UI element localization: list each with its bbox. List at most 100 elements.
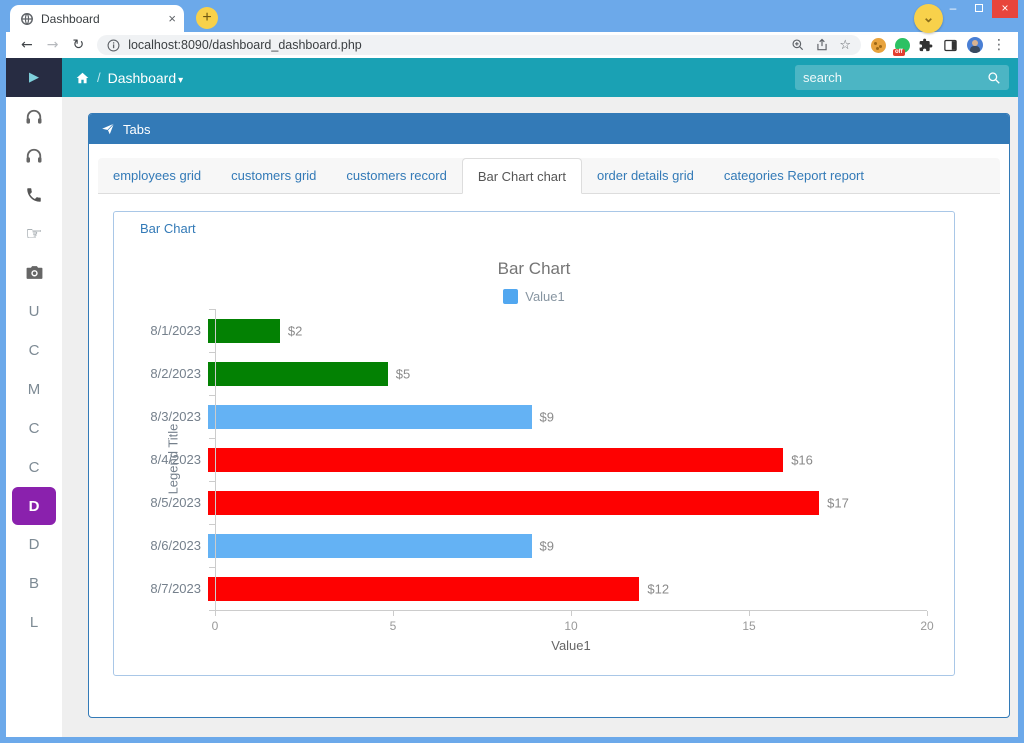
sidebar-item-headphones-icon[interactable] bbox=[6, 136, 62, 175]
sidebar-item-headphones-icon[interactable] bbox=[6, 97, 62, 136]
tab-customers-record[interactable]: customers record bbox=[346, 168, 447, 183]
sidebar-toggle-button[interactable]: ▶ bbox=[6, 58, 62, 97]
plot-area: 8/1/2023 $2 8/2/2023 $5 8/3/2023 $9 8/4/2023 $1… bbox=[114, 309, 927, 610]
card-title: Tabs bbox=[123, 121, 151, 137]
adblock-extension-icon[interactable]: off bbox=[893, 37, 910, 56]
chart-row: 8/1/2023 $2 bbox=[114, 309, 927, 352]
sidebar-item-d[interactable]: D bbox=[12, 487, 56, 525]
forward-icon[interactable]: → bbox=[46, 37, 59, 53]
side-panel-icon[interactable] bbox=[943, 38, 958, 53]
close-button[interactable]: × bbox=[992, 0, 1018, 18]
chart-row: 8/7/2023 $12 bbox=[114, 567, 927, 610]
tab-order-details-grid[interactable]: order details grid bbox=[596, 168, 694, 183]
sidebar-item-u[interactable]: U bbox=[28, 303, 40, 320]
tab-customers-grid[interactable]: customers grid bbox=[231, 168, 317, 183]
sidebar-item-d[interactable]: D bbox=[28, 536, 40, 553]
dropdown-caret-icon: ▾ bbox=[178, 74, 184, 86]
new-tab-button[interactable]: + bbox=[196, 7, 218, 29]
chevron-down-icon[interactable]: ⌄ bbox=[914, 4, 943, 33]
x-tick-label: 15 bbox=[742, 619, 756, 633]
sidebar-nav: ☞ U C M C C D D B L bbox=[6, 97, 62, 737]
bar[interactable] bbox=[208, 490, 820, 515]
bar-track: $16 bbox=[208, 447, 927, 472]
bar[interactable] bbox=[208, 361, 388, 386]
refresh-icon[interactable]: ↻ bbox=[72, 37, 85, 53]
chart-row: 8/5/2023 $17 bbox=[114, 481, 927, 524]
x-tick-label: 0 bbox=[211, 619, 219, 633]
x-tick-label: 5 bbox=[389, 619, 397, 633]
page-info-icon[interactable] bbox=[107, 39, 120, 52]
card-body: employees grid customers grid customers re… bbox=[89, 144, 1009, 717]
sidebar-item-camera-icon[interactable] bbox=[6, 253, 62, 292]
value-label: $16 bbox=[791, 452, 813, 467]
search-icon[interactable] bbox=[987, 71, 1001, 85]
bar[interactable] bbox=[208, 533, 532, 558]
breadcrumb-dashboard-link[interactable]: Dashboard ▾ bbox=[107, 69, 184, 86]
value-label: $17 bbox=[827, 495, 849, 510]
category-label: 8/7/2023 bbox=[150, 581, 201, 596]
browser-menu-icon[interactable]: ⋮ bbox=[992, 37, 1006, 53]
bar[interactable] bbox=[208, 404, 532, 429]
bar[interactable] bbox=[208, 576, 640, 601]
browser-tab[interactable]: Dashboard × bbox=[10, 5, 184, 32]
sidebar-item-phone-icon[interactable] bbox=[6, 175, 62, 214]
y-tick bbox=[209, 309, 215, 310]
chart-panel-label: Bar Chart bbox=[140, 221, 196, 236]
search-box bbox=[795, 65, 1009, 90]
x-axis: 0 5 10 15 20 bbox=[212, 610, 934, 633]
back-icon[interactable]: ← bbox=[21, 37, 33, 53]
window-controls: – × bbox=[940, 0, 1018, 18]
value-label: $9 bbox=[539, 409, 555, 424]
search-input[interactable] bbox=[803, 70, 987, 85]
y-axis-line bbox=[215, 309, 216, 610]
x-axis-title: Value1 bbox=[551, 638, 591, 653]
profile-avatar[interactable] bbox=[967, 37, 983, 53]
sidebar-item-c[interactable]: C bbox=[28, 459, 40, 476]
sidebar-item-pointing-hand-icon[interactable]: ☞ bbox=[25, 222, 43, 245]
sidebar-item-c[interactable]: C bbox=[28, 420, 40, 437]
tab-employees-grid[interactable]: employees grid bbox=[113, 168, 202, 183]
chart-legend[interactable]: Value1 bbox=[114, 289, 954, 304]
legend-label: Value1 bbox=[525, 289, 565, 304]
bar-track: $17 bbox=[208, 490, 927, 515]
cookie-extension-icon[interactable] bbox=[871, 37, 886, 53]
url-bar[interactable]: localhost:8090/dashboard_dashboard.php ☆ bbox=[97, 35, 861, 55]
maximize-button[interactable] bbox=[966, 0, 992, 18]
browser-toolbar: ← → ↻ localhost:8090/dashboard_dashboard… bbox=[6, 32, 1018, 58]
value-label: $5 bbox=[395, 366, 411, 381]
chart-row: 8/4/2023 $16 bbox=[114, 438, 927, 481]
home-icon[interactable] bbox=[75, 71, 90, 85]
url-text[interactable]: localhost:8090/dashboard_dashboard.php bbox=[128, 38, 362, 52]
minimize-button[interactable]: – bbox=[949, 1, 957, 15]
bar[interactable] bbox=[208, 447, 784, 472]
sidebar-item-b[interactable]: B bbox=[28, 575, 39, 592]
bar[interactable] bbox=[208, 318, 280, 343]
zoom-icon[interactable] bbox=[791, 38, 805, 52]
x-tick bbox=[927, 611, 928, 616]
globe-favicon bbox=[21, 12, 33, 25]
bookmark-star-icon[interactable]: ☆ bbox=[839, 37, 851, 53]
tabs-card: Tabs employees grid customers grid custome… bbox=[88, 113, 1010, 718]
x-tick-label: 10 bbox=[564, 619, 578, 633]
sidebar-item-m[interactable]: M bbox=[27, 381, 41, 398]
value-label: $9 bbox=[539, 538, 555, 553]
category-label: 8/3/2023 bbox=[150, 409, 201, 424]
x-tick bbox=[571, 611, 572, 616]
share-icon[interactable] bbox=[815, 38, 829, 52]
chart-title: Bar Chart bbox=[497, 259, 571, 278]
bar-track: $5 bbox=[208, 361, 927, 386]
sidebar-item-l[interactable]: L bbox=[29, 614, 39, 631]
sidebar-item-c[interactable]: C bbox=[28, 342, 40, 359]
x-tick bbox=[749, 611, 750, 616]
value-label: $2 bbox=[287, 323, 303, 338]
category-label: 8/6/2023 bbox=[150, 538, 201, 553]
tab-bar-chart-chart[interactable]: Bar Chart chart bbox=[461, 158, 582, 194]
category-label: 8/1/2023 bbox=[150, 323, 201, 338]
extensions-puzzle-icon[interactable] bbox=[919, 38, 934, 53]
tab-categories-report-report[interactable]: categories Report report bbox=[723, 168, 864, 183]
tab-close-icon[interactable]: × bbox=[168, 11, 176, 26]
x-tick bbox=[215, 611, 216, 616]
y-tick bbox=[209, 567, 215, 568]
